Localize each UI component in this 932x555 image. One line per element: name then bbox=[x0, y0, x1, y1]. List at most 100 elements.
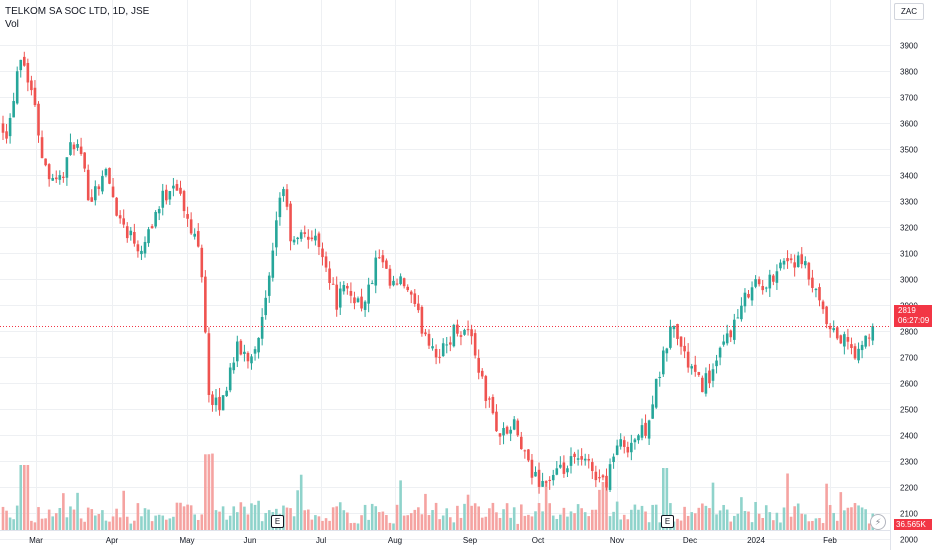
candle-body bbox=[445, 344, 449, 346]
candle-body bbox=[317, 233, 321, 247]
volume-bar bbox=[420, 514, 424, 530]
candle-body bbox=[51, 178, 54, 181]
candle-body bbox=[857, 348, 860, 361]
volume-bar bbox=[654, 504, 658, 530]
candle-body bbox=[523, 450, 527, 452]
candle-body bbox=[385, 260, 388, 269]
candle-body bbox=[516, 420, 520, 436]
candle-body bbox=[314, 235, 317, 241]
candle-body bbox=[168, 191, 172, 200]
volume-bar bbox=[701, 503, 704, 530]
flash-icon[interactable]: ⚡ bbox=[870, 514, 886, 530]
volume-bar bbox=[651, 504, 654, 530]
volume-bar bbox=[754, 502, 757, 530]
volume-bar bbox=[388, 522, 392, 530]
volume-bar bbox=[395, 504, 399, 530]
volume-bar bbox=[821, 523, 825, 530]
volume-bar bbox=[168, 518, 172, 530]
volume-bar bbox=[225, 519, 228, 530]
candle-body bbox=[537, 469, 541, 487]
candle-body bbox=[207, 333, 211, 396]
candle-body bbox=[573, 453, 576, 457]
volume-bar bbox=[502, 509, 505, 530]
candle-body bbox=[193, 233, 196, 237]
candle-body bbox=[566, 468, 569, 473]
volume-bar bbox=[445, 508, 449, 530]
volume-bar bbox=[757, 513, 761, 530]
candle-body bbox=[591, 462, 594, 472]
volume-bar bbox=[228, 515, 232, 530]
candle-body bbox=[165, 189, 168, 201]
volume-bar bbox=[303, 510, 307, 530]
candle-body bbox=[136, 244, 140, 252]
volume-bar bbox=[108, 521, 111, 530]
volume-bar bbox=[246, 514, 250, 530]
candle-body bbox=[360, 296, 363, 309]
volume-bar bbox=[314, 515, 317, 530]
candle-body bbox=[793, 262, 796, 268]
candle-body bbox=[622, 440, 626, 447]
candle-body bbox=[477, 358, 480, 373]
volume-bar bbox=[520, 504, 523, 530]
currency-button[interactable]: ZAC bbox=[894, 3, 924, 20]
volume-bar bbox=[498, 517, 502, 530]
volume-bar bbox=[1, 506, 5, 530]
y-tick-label: 2800 bbox=[900, 328, 918, 337]
candle-body bbox=[768, 274, 772, 289]
volume-bar bbox=[307, 509, 310, 530]
volume-bar bbox=[626, 519, 630, 530]
candle-body bbox=[26, 62, 30, 83]
volume-bar bbox=[331, 507, 335, 530]
volume-bar bbox=[534, 511, 537, 530]
candle-body bbox=[275, 220, 278, 248]
candle-body bbox=[218, 396, 221, 411]
volume-bar bbox=[665, 468, 669, 530]
candle-body bbox=[154, 211, 157, 227]
candle-body bbox=[466, 329, 470, 331]
candle-body bbox=[701, 377, 704, 393]
x-tick-label: May bbox=[179, 536, 194, 545]
volume-bar bbox=[807, 521, 811, 530]
volume-bar bbox=[622, 514, 626, 530]
candle-body bbox=[30, 80, 33, 91]
volume-bar bbox=[409, 513, 413, 530]
y-tick-label: 3600 bbox=[900, 120, 918, 129]
candle-body bbox=[310, 237, 314, 240]
volume-bar bbox=[491, 502, 495, 530]
candle-body bbox=[271, 250, 275, 278]
candle-body bbox=[150, 226, 154, 229]
volume-bar bbox=[207, 454, 211, 530]
candle-body bbox=[601, 475, 605, 478]
volume-bar bbox=[725, 509, 729, 530]
candle-body bbox=[285, 189, 289, 207]
plot-background bbox=[0, 0, 890, 530]
candle-body bbox=[722, 341, 725, 345]
candle-body bbox=[779, 262, 782, 269]
earnings-badge[interactable]: E bbox=[661, 515, 674, 528]
candle-body bbox=[19, 59, 23, 71]
candle-body bbox=[221, 395, 225, 411]
volume-bar bbox=[101, 510, 104, 530]
candle-body bbox=[253, 349, 257, 354]
earnings-badge[interactable]: E bbox=[271, 515, 284, 528]
x-tick-label: Aug bbox=[388, 536, 402, 545]
x-tick-label: Feb bbox=[823, 536, 837, 545]
y-tick-label: 3500 bbox=[900, 146, 918, 155]
candle-body bbox=[76, 144, 79, 148]
volume-indicator-label: Vol bbox=[5, 19, 19, 30]
candle-body bbox=[399, 276, 402, 285]
volume-bar bbox=[349, 523, 353, 530]
candle-body bbox=[658, 376, 662, 378]
candle-body bbox=[594, 471, 598, 481]
volume-bar bbox=[686, 515, 690, 530]
candle-body bbox=[782, 260, 786, 265]
x-tick-label: Jul bbox=[316, 536, 326, 545]
candle-body bbox=[189, 219, 193, 234]
candle-body bbox=[243, 351, 246, 354]
volume-bar bbox=[175, 502, 179, 530]
volume-bar bbox=[733, 515, 736, 530]
volume-bar bbox=[527, 514, 530, 530]
candle-body bbox=[804, 261, 807, 266]
